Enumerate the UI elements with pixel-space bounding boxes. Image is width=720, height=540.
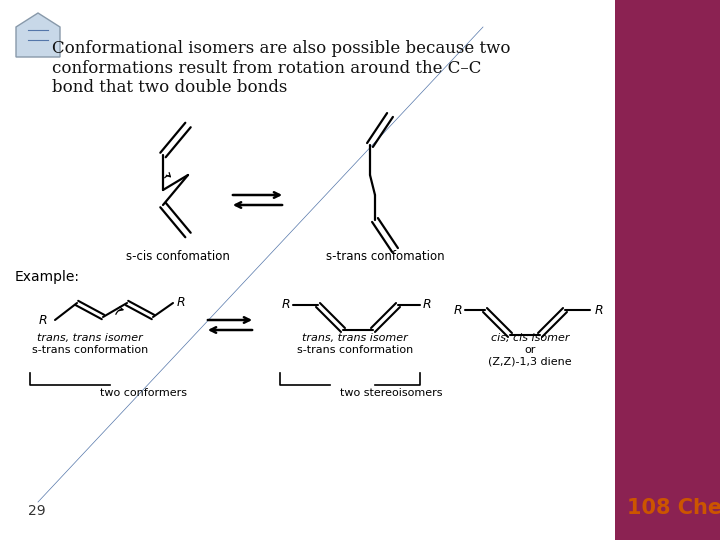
Text: s-trans conformation: s-trans conformation xyxy=(32,345,148,355)
Text: two conformers: two conformers xyxy=(100,388,187,398)
Text: R: R xyxy=(282,299,290,312)
Text: two stereoisomers: two stereoisomers xyxy=(340,388,443,398)
Text: (Z,Z)-1,3 diene: (Z,Z)-1,3 diene xyxy=(488,357,572,367)
Text: R: R xyxy=(595,303,603,316)
Text: trans, trans isomer: trans, trans isomer xyxy=(302,333,408,343)
Text: s-cis confomation: s-cis confomation xyxy=(126,250,230,263)
Text: R: R xyxy=(454,303,462,316)
Text: 29: 29 xyxy=(28,504,45,518)
Polygon shape xyxy=(16,13,60,57)
Text: or: or xyxy=(524,345,536,355)
Text: trans, trans isomer: trans, trans isomer xyxy=(37,333,143,343)
Text: R: R xyxy=(177,296,186,309)
Text: s-trans confomation: s-trans confomation xyxy=(325,250,444,263)
Text: R: R xyxy=(38,314,47,327)
Text: s-trans conformation: s-trans conformation xyxy=(297,345,413,355)
Text: R: R xyxy=(423,299,431,312)
Text: cis, cis isomer: cis, cis isomer xyxy=(491,333,570,343)
Text: Conformational isomers are also possible because two
conformations result from r: Conformational isomers are also possible… xyxy=(52,40,510,96)
Text: Example:: Example: xyxy=(15,270,80,284)
Text: 108 Chem: 108 Chem xyxy=(627,498,720,518)
Polygon shape xyxy=(615,0,720,540)
